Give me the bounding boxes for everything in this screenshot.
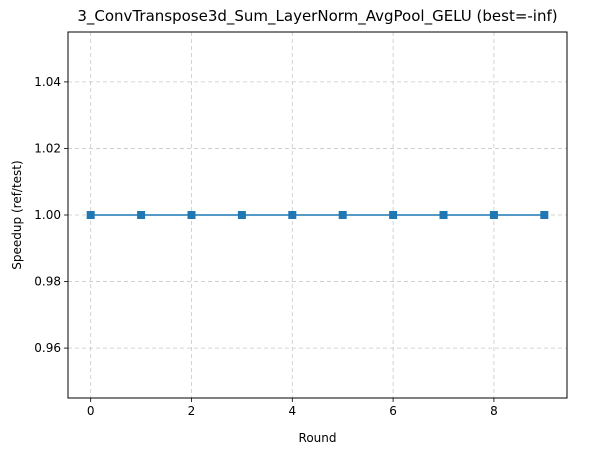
x-tick-label: 2 xyxy=(188,404,196,418)
data-point-marker xyxy=(86,211,95,219)
x-tick-label: 4 xyxy=(288,404,296,418)
y-axis-label: Speedup (ref/test) xyxy=(10,160,24,269)
data-point-marker xyxy=(389,211,398,219)
tick-layer: 0 2 4 6 8 0.96 0.98 1.00 1.02 1.04 xyxy=(34,75,497,418)
data-point-marker xyxy=(137,211,146,219)
data-point-marker xyxy=(439,211,448,219)
data-point-marker xyxy=(540,211,549,219)
y-tick-label: 1.04 xyxy=(34,75,61,89)
x-tick-label: 0 xyxy=(87,404,95,418)
y-tick-label: 0.96 xyxy=(34,341,61,355)
data-point-marker xyxy=(338,211,347,219)
chart-title: 3_ConvTranspose3d_Sum_LayerNorm_AvgPool_… xyxy=(77,7,557,26)
x-axis-label: Round xyxy=(299,431,337,445)
y-tick-label: 0.98 xyxy=(34,275,61,289)
data-point-marker xyxy=(288,211,297,219)
x-tick-label: 6 xyxy=(389,404,397,418)
data-point-marker xyxy=(187,211,196,219)
data-point-marker xyxy=(489,211,498,219)
y-tick-label: 1.02 xyxy=(34,141,61,155)
y-tick-label: 1.00 xyxy=(34,208,61,222)
x-tick-label: 8 xyxy=(490,404,498,418)
series-layer xyxy=(86,211,549,219)
data-point-marker xyxy=(237,211,246,219)
